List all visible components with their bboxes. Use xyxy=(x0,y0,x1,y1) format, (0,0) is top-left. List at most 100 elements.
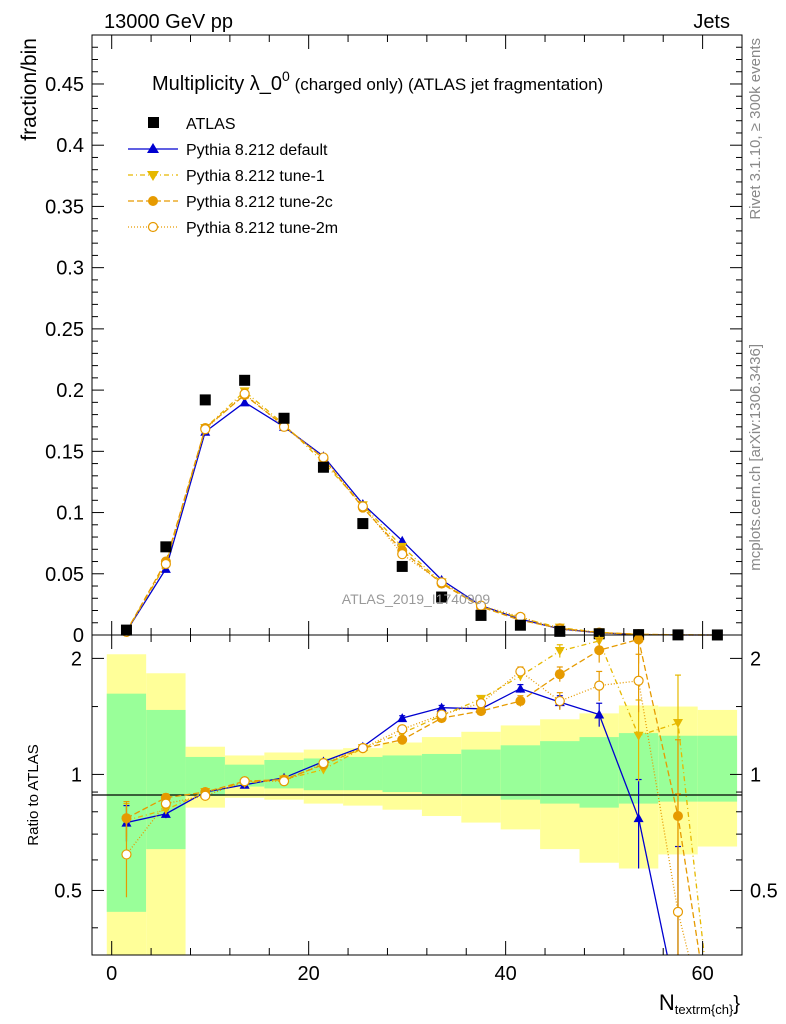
ratio-line-pythia-8-212-tune-2m xyxy=(125,670,690,955)
ratio-uncertainty-bands xyxy=(106,654,738,955)
rivet-label: Rivet 3.1.10, ≥ 300k events xyxy=(747,38,764,220)
data-point-atlas xyxy=(160,541,172,553)
main-y-tick-label: 0.2 xyxy=(56,380,84,402)
data-point-atlas xyxy=(357,518,369,530)
legend-label-atlas: ATLAS xyxy=(186,116,236,133)
data-point-pythia-8-212-default xyxy=(397,535,408,545)
ratio-point-pythia-8-212-tune-2m xyxy=(239,776,250,787)
main-y-tick-label: 0.3 xyxy=(56,258,84,280)
x-axis-label-close: } xyxy=(733,993,740,1015)
data-point-pythia-8-212-tune-2m xyxy=(200,424,211,435)
ratio-point-pythia-8-212-tune-2c xyxy=(476,706,487,717)
data-point-atlas xyxy=(514,619,526,631)
y-axis-label: fraction/bin xyxy=(18,38,41,141)
ratio-y-tick-label: 1 xyxy=(71,764,82,786)
data-point-pythia-8-212-tune-2m xyxy=(318,452,329,463)
uncertainty-band-inner xyxy=(421,753,462,794)
x-tick-label: 40 xyxy=(495,963,517,985)
legend-marker-tune2m xyxy=(147,221,159,233)
data-point-pythia-8-212-default xyxy=(239,397,250,407)
ratio-point-pythia-8-212-tune-2c xyxy=(397,734,408,745)
ratio-point-pythia-8-212-default xyxy=(436,702,447,712)
legend-marker-atlas xyxy=(148,117,159,128)
data-point-atlas xyxy=(120,624,132,636)
ratio-point-pythia-8-212-tune-2c xyxy=(515,696,526,707)
main-y-tick-label: 0.35 xyxy=(45,196,84,218)
data-point-atlas xyxy=(554,625,566,637)
ratio-y-tick-label-right: 0.5 xyxy=(750,880,778,902)
data-point-atlas xyxy=(396,560,408,572)
legend-marker-default xyxy=(147,143,159,153)
uncertainty-band-inner xyxy=(540,741,580,804)
data-point-pythia-8-212-tune-2m xyxy=(397,549,408,560)
ratio-point-pythia-8-212-tune-2c xyxy=(633,635,644,645)
uncertainty-band-inner xyxy=(697,735,738,802)
main-y-tick-label: 0.25 xyxy=(45,319,84,341)
uncertainty-band-inner xyxy=(500,745,541,800)
main-panel: 0 0.05 0.1 0.15 0.2 0.25 0.3 0.35 0.4 0.45 fracti… xyxy=(18,34,743,647)
chart-title: Multiplicity λ_00 (charged only) (ATLAS … xyxy=(152,68,603,95)
uncertainty-band-inner xyxy=(579,737,619,808)
data-point-pythia-8-212-tune-2m xyxy=(436,577,447,588)
main-x-ticks xyxy=(111,35,743,635)
ratio-point-pythia-8-212-tune-2c xyxy=(554,669,565,680)
x-tick-label: 60 xyxy=(691,963,713,985)
ratio-line-pythia-8-212-tune-1 xyxy=(126,640,705,955)
ratio-plot-area xyxy=(121,635,705,955)
legend-label-tune2m: Pythia 8.212 tune-2m xyxy=(186,220,338,237)
data-point-atlas xyxy=(199,394,211,406)
x-axis-label-sub: textrm{ch} xyxy=(675,1002,734,1017)
legend: ATLAS Pythia 8.212 default Pythia 8.212 … xyxy=(128,116,338,237)
legend-marker-tune2c xyxy=(148,196,158,206)
ratio-y-tick-label-right: 2 xyxy=(750,648,761,670)
data-point-atlas xyxy=(475,609,487,621)
ratio-point-pythia-8-212-tune-2m xyxy=(121,849,132,860)
x-tick-label: 0 xyxy=(106,963,117,985)
main-y-tick-label: 0.1 xyxy=(56,503,84,525)
ratio-y-axis-label: Ratio to ATLAS xyxy=(25,744,42,845)
ratio-point-pythia-8-212-tune-2m xyxy=(200,790,211,801)
main-y-tick-label: 0 xyxy=(73,625,84,647)
ratio-point-pythia-8-212-tune-1 xyxy=(554,647,565,657)
ratio-y-tick-label: 0.5 xyxy=(54,880,82,902)
data-point-atlas xyxy=(239,374,251,386)
uncertainty-band-inner xyxy=(146,709,186,850)
watermark: ATLAS_2019_I1740909 xyxy=(342,591,491,607)
x-axis-label-main: N xyxy=(659,990,675,1015)
ratio-point-pythia-8-212-tune-2m xyxy=(160,798,171,809)
series-line-pythia-8-212-tune-2m xyxy=(125,392,718,636)
ratio-point-pythia-8-212-tune-2m xyxy=(594,680,605,691)
series-line-pythia-8-212-tune-2c xyxy=(125,394,718,636)
ratio-point-pythia-8-212-default xyxy=(397,713,408,723)
ratio-point-pythia-8-212-tune-2m xyxy=(278,776,290,787)
ratio-line-pythia-8-212-tune-2c xyxy=(126,638,701,955)
ratio-point-pythia-8-212-tune-2c xyxy=(594,645,605,656)
ratio-y-ticks: 0.5 0.5 1 1 2 2 xyxy=(54,648,778,929)
data-point-pythia-8-212-tune-2m xyxy=(357,501,368,512)
x-tick-label: 20 xyxy=(298,963,320,985)
main-y-ticks: 0 0.05 0.1 0.15 0.2 0.25 0.3 0.35 0.4 0.45 xyxy=(45,46,742,647)
main-y-tick-label: 0.05 xyxy=(45,564,84,586)
ratio-point-pythia-8-212-tune-2m xyxy=(515,666,526,677)
data-point-pythia-8-212-tune-2m xyxy=(239,388,250,399)
chart-title-main: Multiplicity λ_0 xyxy=(152,73,282,95)
ratio-line-pythia-8-212-default xyxy=(126,687,668,955)
data-point-atlas xyxy=(436,591,448,603)
ratio-y-tick-label-right: 1 xyxy=(750,764,761,786)
ratio-point-pythia-8-212-tune-2m xyxy=(318,757,329,769)
chart-title-superscript: 0 xyxy=(282,68,290,84)
legend-label-tune2c: Pythia 8.212 tune-2c xyxy=(186,194,333,211)
ratio-point-pythia-8-212-tune-2m xyxy=(554,695,565,707)
ratio-y-tick-label: 2 xyxy=(71,648,82,670)
ratio-point-pythia-8-212-default xyxy=(594,709,605,719)
ratio-point-pythia-8-212-tune-1 xyxy=(672,718,683,728)
ratio-point-pythia-8-212-default xyxy=(515,683,526,693)
ratio-point-pythia-8-212-default xyxy=(633,813,644,823)
legend-label-default: Pythia 8.212 default xyxy=(186,142,328,159)
legend-marker-tune1 xyxy=(147,171,159,181)
uncertainty-band-inner xyxy=(461,749,501,796)
uncertainty-band-inner xyxy=(382,755,422,793)
main-y-tick-label: 0.4 xyxy=(56,135,84,157)
ratio-series-group xyxy=(121,635,705,955)
